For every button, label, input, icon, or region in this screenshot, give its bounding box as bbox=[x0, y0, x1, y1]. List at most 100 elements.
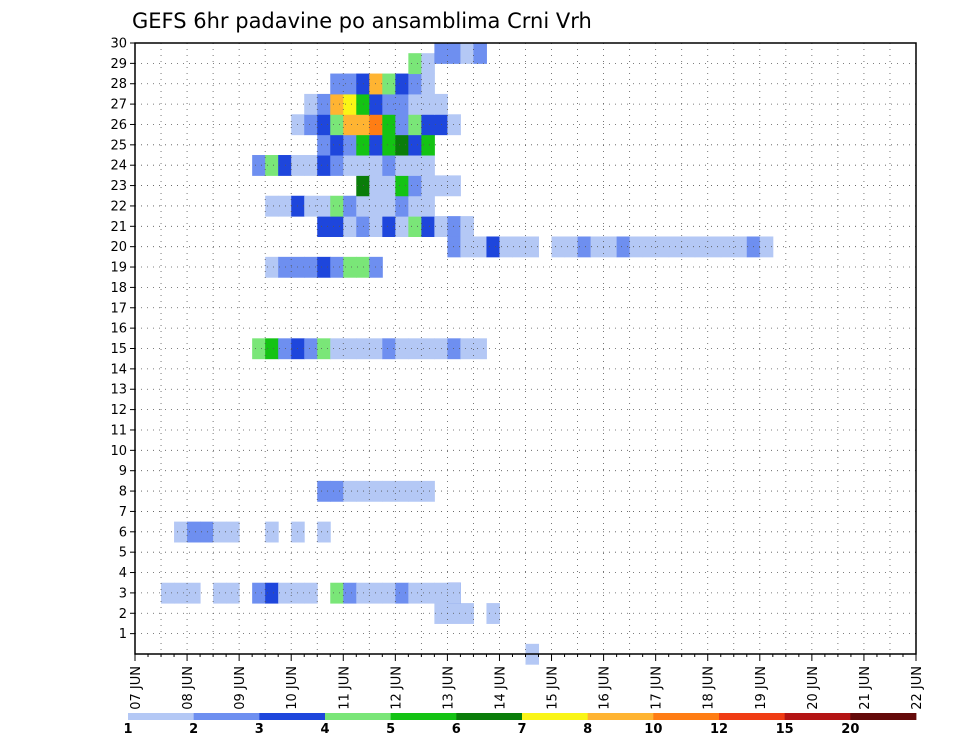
cell-94 bbox=[317, 216, 331, 237]
cell-132 bbox=[317, 155, 331, 176]
cell-178 bbox=[382, 73, 396, 95]
cell-159 bbox=[408, 114, 422, 136]
cell-50 bbox=[343, 338, 357, 360]
cell-33 bbox=[317, 521, 331, 543]
cell-152 bbox=[317, 114, 331, 136]
cell-45 bbox=[278, 338, 292, 360]
cell-145 bbox=[369, 134, 383, 156]
colorbar-label-1: 1 bbox=[123, 722, 132, 737]
y-tick-label-27: 27 bbox=[110, 98, 127, 113]
cell-61 bbox=[265, 256, 279, 278]
cell-52 bbox=[369, 338, 383, 360]
cell-105 bbox=[460, 216, 474, 237]
colorbar-swatch-6 bbox=[522, 713, 589, 720]
cell-30 bbox=[226, 521, 240, 543]
cell-7 bbox=[174, 582, 188, 604]
cell-175 bbox=[343, 73, 357, 95]
chart-title: GEFS 6hr padavine po ansamblima Crni Vrh bbox=[132, 9, 592, 33]
cell-15 bbox=[304, 582, 318, 604]
cell-140 bbox=[421, 155, 435, 176]
colorbar-swatch-11 bbox=[850, 713, 917, 720]
cell-116 bbox=[395, 195, 409, 217]
cell-142 bbox=[330, 134, 344, 156]
cell-48 bbox=[317, 338, 331, 360]
cell-122 bbox=[395, 175, 409, 197]
cell-65 bbox=[317, 256, 331, 278]
y-tick-label-19: 19 bbox=[110, 261, 127, 276]
cell-89 bbox=[707, 236, 722, 258]
cell-169 bbox=[382, 93, 396, 115]
y-tick-label-11: 11 bbox=[110, 423, 127, 438]
cell-171 bbox=[408, 93, 422, 115]
cell-71 bbox=[460, 236, 474, 258]
cell-154 bbox=[343, 114, 357, 136]
cell-41 bbox=[408, 480, 422, 502]
colorbar-swatch-4 bbox=[390, 713, 457, 720]
cell-106 bbox=[265, 195, 279, 217]
cell-83 bbox=[629, 236, 644, 258]
cell-47 bbox=[304, 338, 318, 360]
cell-168 bbox=[369, 93, 383, 115]
cell-177 bbox=[369, 73, 383, 95]
cell-100 bbox=[395, 216, 409, 237]
colorbar-label-10: 10 bbox=[644, 722, 662, 737]
cell-58 bbox=[447, 338, 461, 360]
cell-128 bbox=[265, 155, 279, 176]
y-axis: 1234567891011121314151617181920212223242… bbox=[110, 37, 135, 642]
cell-129 bbox=[278, 155, 292, 176]
colorbar-swatch-9 bbox=[719, 713, 786, 720]
cell-11 bbox=[252, 582, 266, 604]
cell-72 bbox=[473, 236, 487, 258]
y-tick-label-29: 29 bbox=[110, 57, 127, 72]
cell-55 bbox=[408, 338, 422, 360]
cell-104 bbox=[447, 216, 461, 237]
cell-38 bbox=[369, 480, 383, 502]
colorbar-swatch-5 bbox=[456, 713, 523, 720]
cell-10 bbox=[226, 582, 240, 604]
y-tick-label-20: 20 bbox=[110, 240, 127, 255]
cell-181 bbox=[421, 73, 435, 95]
cell-156 bbox=[369, 114, 383, 136]
cell-88 bbox=[694, 236, 709, 258]
y-tick-label-15: 15 bbox=[110, 342, 127, 357]
cell-107 bbox=[278, 195, 292, 217]
cell-114 bbox=[369, 195, 383, 217]
cell-179 bbox=[395, 73, 409, 95]
cell-16 bbox=[330, 582, 344, 604]
cell-53 bbox=[382, 338, 396, 360]
cell-118 bbox=[421, 195, 435, 217]
cell-183 bbox=[421, 53, 435, 75]
cell-126 bbox=[447, 175, 461, 197]
cell-115 bbox=[382, 195, 396, 217]
cell-139 bbox=[408, 155, 422, 176]
cell-96 bbox=[343, 216, 357, 237]
cell-2 bbox=[447, 603, 461, 624]
colorbar-label-8: 8 bbox=[583, 722, 592, 737]
cell-35 bbox=[330, 480, 344, 502]
x-tick-label-8: 15 JUN bbox=[546, 666, 561, 710]
cell-185 bbox=[447, 43, 461, 64]
cell-6 bbox=[161, 582, 175, 604]
colorbar-swatch-3 bbox=[325, 713, 392, 720]
cell-69 bbox=[369, 256, 383, 278]
cell-93 bbox=[759, 236, 774, 258]
cell-40 bbox=[395, 480, 409, 502]
colorbar-label-4: 4 bbox=[320, 722, 329, 737]
cell-162 bbox=[447, 114, 461, 136]
cell-31 bbox=[265, 521, 279, 543]
cell-102 bbox=[421, 216, 435, 237]
cell-151 bbox=[304, 114, 318, 136]
cell-158 bbox=[395, 114, 409, 136]
colorbar-label-12: 12 bbox=[710, 722, 728, 737]
cell-87 bbox=[681, 236, 696, 258]
cell-163 bbox=[304, 93, 318, 115]
colorbar-swatch-7 bbox=[587, 713, 654, 720]
cell-147 bbox=[395, 134, 409, 156]
y-tick-label-6: 6 bbox=[119, 525, 127, 540]
y-tick-label-9: 9 bbox=[119, 464, 127, 479]
x-axis: 07 JUN 08 JUN 09 JUN 10 JUN 11 JUN 12 JUN 13 J… bbox=[129, 654, 925, 710]
cell-180 bbox=[408, 73, 422, 95]
colorbar-label-15: 15 bbox=[776, 722, 794, 737]
cell-121 bbox=[382, 175, 396, 197]
cell-66 bbox=[330, 256, 344, 278]
